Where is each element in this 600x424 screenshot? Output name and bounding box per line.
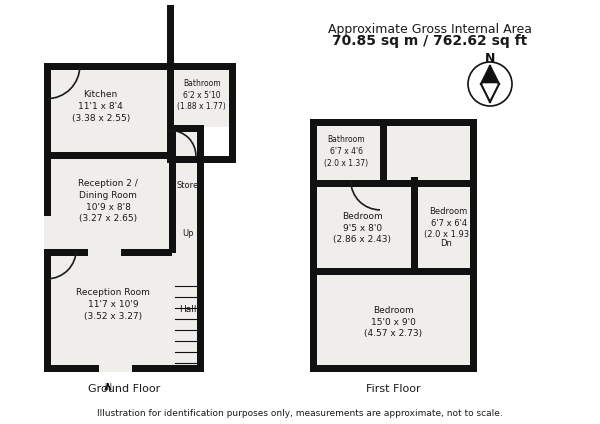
Bar <box>310 119 317 372</box>
Bar <box>44 365 203 372</box>
Bar <box>44 63 51 372</box>
Text: Up: Up <box>182 229 194 238</box>
Text: Hall: Hall <box>179 305 197 314</box>
Bar <box>44 156 172 253</box>
Text: Approximate Gross Internal Area: Approximate Gross Internal Area <box>328 22 532 36</box>
Text: 70.85 sq m / 762.62 sq ft: 70.85 sq m / 762.62 sq ft <box>332 34 527 48</box>
Bar <box>44 253 203 372</box>
Bar <box>44 63 167 70</box>
Bar <box>310 184 415 272</box>
Bar <box>44 63 167 156</box>
Text: N: N <box>485 51 495 64</box>
Text: Illustration for identification purposes only, measurements are approximate, not: Illustration for identification purposes… <box>97 410 503 418</box>
Bar <box>44 248 172 256</box>
Bar <box>167 156 236 163</box>
Bar <box>167 63 175 156</box>
Bar <box>169 132 176 156</box>
Text: Bathroom
6'7 x 4'6
(2.0 x 1.37): Bathroom 6'7 x 4'6 (2.0 x 1.37) <box>325 135 368 167</box>
Polygon shape <box>490 84 497 102</box>
Bar <box>44 216 52 249</box>
Bar <box>99 364 131 372</box>
Bar <box>44 152 167 159</box>
Bar <box>169 156 176 253</box>
Text: Bedroom
6'7 x 6'4
(2.0 x 1.93): Bedroom 6'7 x 6'4 (2.0 x 1.93) <box>424 207 473 239</box>
Polygon shape <box>483 84 490 102</box>
Bar <box>412 177 418 272</box>
Text: Reception 2 /
Dining Room
10'9 x 8'8
(3.27 x 2.65): Reception 2 / Dining Room 10'9 x 8'8 (3.… <box>79 179 138 223</box>
Bar <box>310 119 477 126</box>
Bar <box>172 125 203 132</box>
Bar <box>167 5 175 70</box>
Text: Reception Room
11'7 x 10'9
(3.52 x 3.27): Reception Room 11'7 x 10'9 (3.52 x 3.27) <box>76 288 150 321</box>
Bar <box>229 128 236 156</box>
Bar <box>229 63 236 156</box>
Text: First Floor: First Floor <box>366 384 421 394</box>
Bar <box>310 272 477 372</box>
Text: Bathroom
6'2 x 5'10
(1.88 x 1.77): Bathroom 6'2 x 5'10 (1.88 x 1.77) <box>178 79 226 112</box>
Text: Store: Store <box>177 181 199 190</box>
Polygon shape <box>490 66 497 84</box>
Bar <box>383 119 477 184</box>
Bar <box>167 63 236 70</box>
Bar <box>310 119 383 184</box>
Bar <box>310 268 477 275</box>
Bar <box>470 119 477 372</box>
Bar <box>310 180 477 187</box>
Polygon shape <box>483 66 490 84</box>
Bar <box>167 63 236 128</box>
Text: Ground Floor: Ground Floor <box>88 384 160 394</box>
Text: Bedroom
9'5 x 8'0
(2.86 x 2.43): Bedroom 9'5 x 8'0 (2.86 x 2.43) <box>333 212 391 244</box>
Text: Kitchen
11'1 x 8'4
(3.38 x 2.55): Kitchen 11'1 x 8'4 (3.38 x 2.55) <box>71 90 130 123</box>
Text: Dn: Dn <box>440 239 452 248</box>
Bar <box>415 184 477 272</box>
Bar <box>197 125 203 372</box>
Text: Bedroom
15'0 x 9'0
(4.57 x 2.73): Bedroom 15'0 x 9'0 (4.57 x 2.73) <box>364 306 422 338</box>
Bar <box>172 125 203 253</box>
Bar <box>88 247 121 256</box>
Text: IN: IN <box>104 383 112 392</box>
Bar <box>310 365 477 372</box>
Bar <box>380 119 387 184</box>
